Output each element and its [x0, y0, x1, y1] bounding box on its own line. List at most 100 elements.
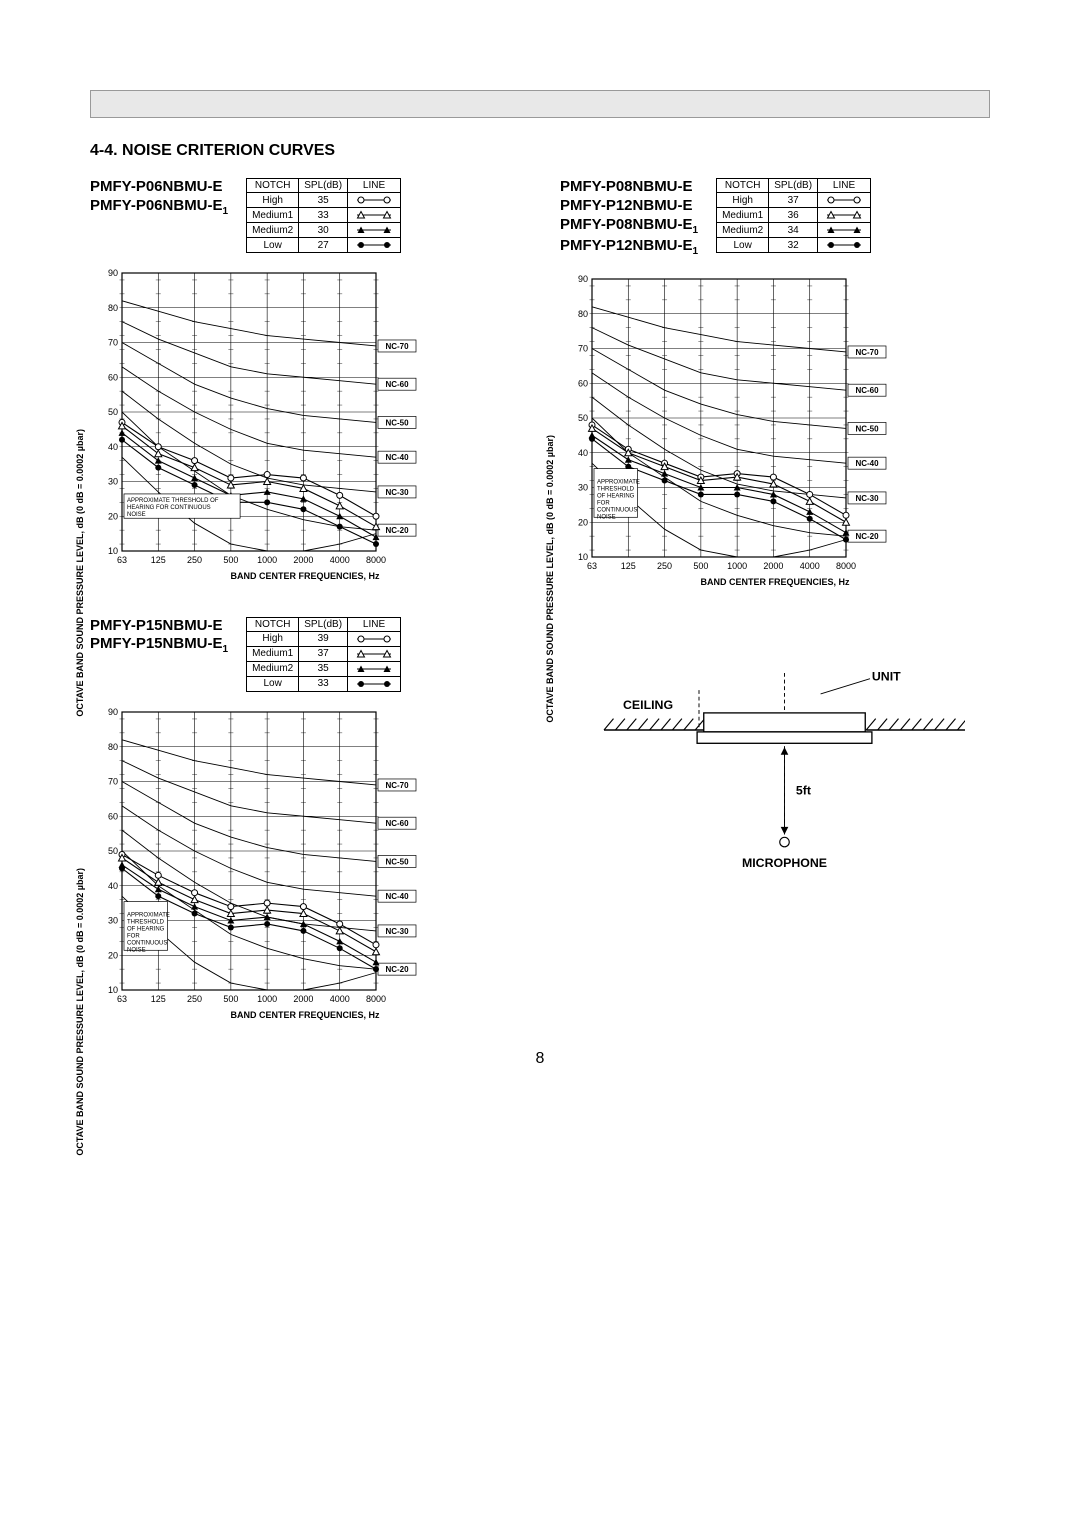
svg-text:500: 500 [223, 555, 238, 565]
svg-text:63: 63 [117, 555, 127, 565]
svg-text:8000: 8000 [366, 994, 386, 1004]
svg-text:NC-30: NC-30 [385, 488, 409, 497]
svg-text:NC-50: NC-50 [855, 424, 879, 433]
svg-text:1000: 1000 [257, 555, 277, 565]
y-axis-label: OCTAVE BAND SOUND PRESSURE LEVEL, dB (0 … [545, 435, 555, 723]
svg-text:30: 30 [578, 482, 588, 492]
svg-text:60: 60 [108, 811, 118, 821]
svg-text:250: 250 [657, 561, 672, 571]
svg-text:125: 125 [621, 561, 636, 571]
svg-text:500: 500 [223, 994, 238, 1004]
svg-text:500: 500 [693, 561, 708, 571]
svg-text:APPROXIMATE: APPROXIMATE [127, 912, 170, 918]
svg-text:NC-40: NC-40 [385, 892, 409, 901]
svg-text:APPROXIMATE THRESHOLD OF: APPROXIMATE THRESHOLD OF [127, 498, 219, 504]
svg-text:NC-30: NC-30 [855, 493, 879, 502]
svg-text:NC-40: NC-40 [855, 459, 879, 468]
svg-text:1000: 1000 [257, 994, 277, 1004]
svg-text:NC-50: NC-50 [385, 418, 409, 427]
svg-text:2000: 2000 [293, 994, 313, 1004]
svg-text:50: 50 [108, 846, 118, 856]
nc-chart: OCTAVE BAND SOUND PRESSURE LEVEL, dB (0 … [560, 273, 990, 587]
chart-block-p15: PMFY-P15NBMU-EPMFY-P15NBMU-E1 NOTCHSPL(d… [90, 617, 520, 1020]
svg-text:NC-70: NC-70 [385, 780, 409, 789]
svg-text:CONTINUOUS: CONTINUOUS [127, 940, 167, 946]
svg-text:125: 125 [151, 994, 166, 1004]
svg-text:20: 20 [578, 517, 588, 527]
svg-text:40: 40 [108, 442, 118, 452]
svg-text:2000: 2000 [293, 555, 313, 565]
svg-text:1000: 1000 [727, 561, 747, 571]
legend-table: NOTCHSPL(dB)LINEHigh39Medium137Medium235… [246, 617, 401, 692]
svg-text:90: 90 [108, 707, 118, 717]
svg-text:NC-50: NC-50 [385, 857, 409, 866]
svg-text:NC-60: NC-60 [385, 380, 409, 389]
svg-text:OF HEARING: OF HEARING [127, 926, 165, 932]
legend-table: NOTCHSPL(dB)LINEHigh35Medium133Medium230… [246, 178, 401, 253]
svg-text:63: 63 [117, 994, 127, 1004]
svg-text:63: 63 [587, 561, 597, 571]
svg-text:80: 80 [108, 303, 118, 313]
svg-text:60: 60 [578, 378, 588, 388]
svg-text:OF HEARING: OF HEARING [597, 493, 635, 499]
svg-text:NC-60: NC-60 [385, 819, 409, 828]
svg-text:NC-70: NC-70 [855, 347, 879, 356]
svg-text:THRESHOLD: THRESHOLD [127, 919, 165, 925]
svg-text:30: 30 [108, 477, 118, 487]
svg-text:40: 40 [108, 880, 118, 890]
svg-text:FOR: FOR [127, 933, 140, 939]
svg-text:50: 50 [578, 413, 588, 423]
svg-text:NC-70: NC-70 [385, 342, 409, 351]
svg-text:80: 80 [578, 308, 588, 318]
measurement-diagram: UNIT CEILING 5ft MICROPHONE [560, 617, 990, 1020]
y-axis-label: OCTAVE BAND SOUND PRESSURE LEVEL, dB (0 … [75, 429, 85, 717]
svg-text:NC-20: NC-20 [855, 532, 879, 541]
svg-text:250: 250 [187, 555, 202, 565]
x-axis-label: BAND CENTER FREQUENCIES, Hz [90, 571, 520, 581]
model-list: PMFY-P15NBMU-EPMFY-P15NBMU-E1 [90, 617, 228, 657]
svg-text:APPROXIMATE: APPROXIMATE [597, 479, 640, 485]
svg-text:60: 60 [108, 372, 118, 382]
svg-text:20: 20 [108, 511, 118, 521]
chart-block-p06: PMFY-P06NBMU-EPMFY-P06NBMU-E1 NOTCHSPL(d… [90, 178, 520, 587]
svg-text:90: 90 [578, 274, 588, 284]
section-title: 4-4. NOISE CRITERION CURVES [90, 142, 990, 160]
svg-text:4000: 4000 [800, 561, 820, 571]
svg-text:40: 40 [578, 447, 588, 457]
svg-text:70: 70 [578, 343, 588, 353]
y-axis-label: OCTAVE BAND SOUND PRESSURE LEVEL, dB (0 … [75, 868, 85, 1156]
model-list: PMFY-P06NBMU-EPMFY-P06NBMU-E1 [90, 178, 228, 218]
x-axis-label: BAND CENTER FREQUENCIES, Hz [560, 577, 990, 587]
svg-text:NOISE: NOISE [127, 512, 146, 518]
page-banner [90, 90, 990, 118]
svg-text:HEARING FOR CONTINUOUS: HEARING FOR CONTINUOUS [127, 505, 211, 511]
svg-text:4000: 4000 [330, 994, 350, 1004]
svg-text:5ft: 5ft [796, 783, 811, 797]
svg-text:30: 30 [108, 915, 118, 925]
svg-text:70: 70 [108, 776, 118, 786]
svg-text:2000: 2000 [763, 561, 783, 571]
svg-text:50: 50 [108, 407, 118, 417]
svg-text:CEILING: CEILING [623, 698, 673, 712]
svg-text:NOISE: NOISE [597, 514, 616, 520]
chart-block-p08: PMFY-P08NBMU-EPMFY-P12NBMU-EPMFY-P08NBMU… [560, 178, 990, 587]
svg-text:NC-40: NC-40 [385, 453, 409, 462]
svg-text:250: 250 [187, 994, 202, 1004]
svg-text:UNIT: UNIT [872, 669, 901, 683]
svg-text:8000: 8000 [836, 561, 856, 571]
x-axis-label: BAND CENTER FREQUENCIES, Hz [90, 1010, 520, 1020]
svg-text:CONTINUOUS: CONTINUOUS [597, 507, 637, 513]
svg-text:NC-20: NC-20 [385, 965, 409, 974]
svg-text:70: 70 [108, 338, 118, 348]
svg-text:NOISE: NOISE [127, 947, 146, 953]
svg-text:MICROPHONE: MICROPHONE [742, 855, 827, 869]
svg-text:FOR: FOR [597, 500, 610, 506]
svg-text:8000: 8000 [366, 555, 386, 565]
svg-text:80: 80 [108, 741, 118, 751]
svg-text:4000: 4000 [330, 555, 350, 565]
svg-text:NC-30: NC-30 [385, 926, 409, 935]
svg-text:90: 90 [108, 268, 118, 278]
nc-chart: OCTAVE BAND SOUND PRESSURE LEVEL, dB (0 … [90, 267, 520, 581]
svg-text:NC-60: NC-60 [855, 386, 879, 395]
svg-text:THRESHOLD: THRESHOLD [597, 486, 635, 492]
